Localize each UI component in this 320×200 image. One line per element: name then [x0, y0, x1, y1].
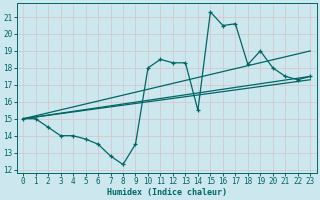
X-axis label: Humidex (Indice chaleur): Humidex (Indice chaleur) — [107, 188, 227, 197]
